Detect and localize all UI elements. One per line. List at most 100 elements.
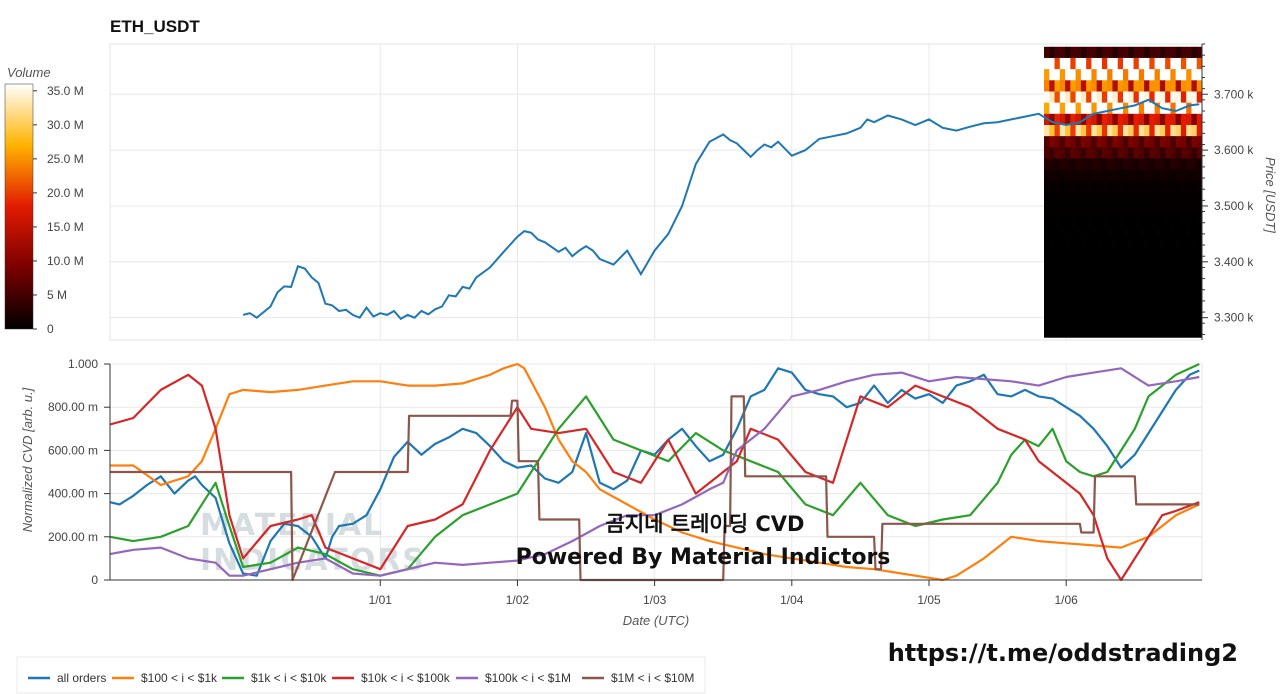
heatmap-cell <box>1123 326 1129 338</box>
heatmap-cell <box>1180 46 1187 59</box>
heatmap-cell <box>1165 91 1171 104</box>
legend-label[interactable]: $1M < i < $10M <box>611 671 694 685</box>
heatmap-cell <box>1123 192 1129 204</box>
heatmap-cell <box>1101 314 1108 327</box>
heatmap-cell <box>1138 303 1145 316</box>
heatmap-cell <box>1107 124 1113 137</box>
heatmap-cell <box>1054 270 1061 282</box>
heatmap-cell <box>1133 102 1140 115</box>
heatmap-cell <box>1101 236 1108 249</box>
heatmap-cell <box>1059 136 1066 148</box>
heatmap-cell <box>1080 91 1087 104</box>
heatmap-cell <box>1075 46 1082 59</box>
heatmap-cell <box>1086 69 1092 81</box>
heatmap-cell <box>1107 292 1113 305</box>
heatmap-cell <box>1133 147 1140 159</box>
heatmap-cell <box>1059 102 1066 115</box>
legend-label[interactable]: $10k < i < $100k <box>361 671 451 685</box>
heatmap-cell <box>1138 214 1145 227</box>
heatmap-cell <box>1075 303 1082 316</box>
heatmap-cell <box>1180 192 1187 204</box>
colorbar-tick-label: 10.0 M <box>47 254 84 268</box>
heatmap-cell <box>1138 314 1145 327</box>
heatmap-cell <box>1191 314 1198 327</box>
heatmap-cell <box>1070 57 1077 70</box>
heatmap-cell <box>1054 180 1061 193</box>
heatmap-cell <box>1054 247 1061 260</box>
heatmap-cell <box>1186 57 1192 70</box>
telegram-link[interactable]: https://t.me/oddstrading2 <box>888 639 1238 667</box>
heatmap-cell <box>1133 113 1140 126</box>
heatmap-cell <box>1154 203 1161 215</box>
heatmap-cell <box>1133 281 1140 294</box>
heatmap-cell <box>1196 203 1203 215</box>
legend-label[interactable]: $100 < i < $1k <box>141 671 218 685</box>
heatmap-cell <box>1117 57 1124 70</box>
heatmap-cell <box>1091 303 1098 316</box>
heatmap-cell <box>1128 314 1135 327</box>
heatmap-cell <box>1154 303 1161 316</box>
heatmap-cell <box>1086 169 1092 182</box>
heatmap-cell <box>1144 326 1150 338</box>
heatmap-cell <box>1154 314 1161 327</box>
heatmap-cell <box>1101 69 1108 81</box>
heatmap-cell <box>1080 192 1087 204</box>
heatmap-cell <box>1138 91 1145 104</box>
heatmap-cell <box>1149 147 1156 159</box>
heatmap-cell <box>1049 303 1056 316</box>
heatmap-cell <box>1086 80 1092 92</box>
heatmap-cell <box>1044 102 1050 115</box>
legend-label[interactable]: $100k < i < $1M <box>485 671 571 685</box>
heatmap-cell <box>1154 80 1161 92</box>
heatmap-cell <box>1091 236 1098 249</box>
heatmap-cell <box>1059 113 1066 126</box>
heatmap-cell <box>1117 147 1124 159</box>
heatmap-cell <box>1149 102 1156 115</box>
heatmap-cell <box>1080 247 1087 260</box>
heatmap-cell <box>1191 326 1198 338</box>
heatmap-cell <box>1065 214 1071 227</box>
heatmap-cell <box>1054 225 1061 238</box>
heatmap-cell <box>1091 113 1098 126</box>
heatmap-cell <box>1133 236 1140 249</box>
heatmap-cell <box>1175 214 1182 227</box>
heatmap-cell <box>1170 303 1177 316</box>
heatmap-cell <box>1054 203 1061 215</box>
heatmap-cell <box>1180 136 1187 148</box>
heatmap-cell <box>1101 102 1108 115</box>
heatmap-cell <box>1044 259 1050 271</box>
legend-items: all orders $100 < i < $1k $1k < i < $10k $1… <box>28 671 694 685</box>
heatmap-cell <box>1175 203 1182 215</box>
heatmap-cell <box>1059 147 1066 159</box>
legend-label[interactable]: all orders <box>57 671 106 685</box>
heatmap-cell <box>1133 292 1140 305</box>
heatmap-cell <box>1096 57 1103 70</box>
heatmap-cell <box>1117 292 1124 305</box>
heatmap-cell <box>1075 247 1082 260</box>
heatmap-cell <box>1075 91 1082 104</box>
heatmap-cell <box>1175 169 1182 182</box>
heatmap-cell <box>1054 80 1061 92</box>
legend-label[interactable]: $1k < i < $10k <box>251 671 327 685</box>
heatmap-cell <box>1159 158 1166 171</box>
heatmap-cell <box>1091 326 1098 338</box>
heatmap-cell <box>1086 136 1092 148</box>
heatmap-cell <box>1154 113 1161 126</box>
heatmap-cell <box>1123 236 1129 249</box>
heatmap-cell <box>1159 192 1166 204</box>
heatmap-cell <box>1054 136 1061 148</box>
heatmap-cell <box>1133 124 1140 137</box>
heatmap-cell <box>1107 303 1113 316</box>
heatmap-cell <box>1186 192 1192 204</box>
heatmap-cell <box>1080 69 1087 81</box>
heatmap-cell <box>1059 314 1066 327</box>
heatmap-cell <box>1175 326 1182 338</box>
heatmap-cell <box>1175 225 1182 238</box>
heatmap-cell <box>1123 136 1129 148</box>
heatmap-cell <box>1044 236 1050 249</box>
heatmap-cell <box>1191 192 1198 204</box>
heatmap-cell <box>1154 158 1161 171</box>
heatmap-cell <box>1086 303 1092 316</box>
heatmap-cell <box>1049 124 1056 137</box>
price-tick-label: 3.700 k <box>1214 87 1254 101</box>
